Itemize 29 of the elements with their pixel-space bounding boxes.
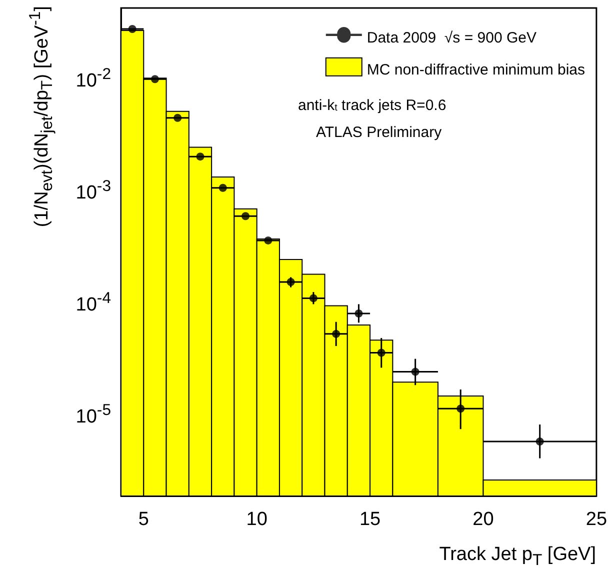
y-tick-label: 10$^{-3}$ [76,178,111,204]
y-tick-label: 10$^{-2}$ [76,66,111,91]
point [332,330,340,338]
point [218,184,227,192]
point [354,310,363,318]
annotation: anti-kt track jets R=0.6 [298,97,446,114]
point [196,152,204,161]
y-tick-label: 10$^{-5}$ [76,402,111,428]
x-tick-label: 20 [472,509,494,530]
point [411,368,420,376]
point [309,294,318,302]
x-axis-title: Track Jet p$_{T}$ [GeV] [439,544,596,569]
point [242,212,250,220]
point [264,236,272,244]
legend-label: Data 2009 √s = 900 GeV [366,29,536,46]
x-tick-label: 25 [586,509,608,530]
x-tick-label: 10 [246,509,268,530]
x-tick-label: 5 [138,509,149,530]
point [174,114,182,122]
point [128,25,136,33]
point [536,438,544,446]
x-tick-label: 15 [359,509,381,530]
point [377,348,386,357]
legend-label: MC non-diffractive minimum bias [366,61,585,78]
annotation: ATLAS Preliminary [316,124,442,141]
point [456,404,465,413]
y-tick-label: 10$^{-4}$ [76,290,111,316]
point [150,75,159,84]
point [286,278,295,286]
